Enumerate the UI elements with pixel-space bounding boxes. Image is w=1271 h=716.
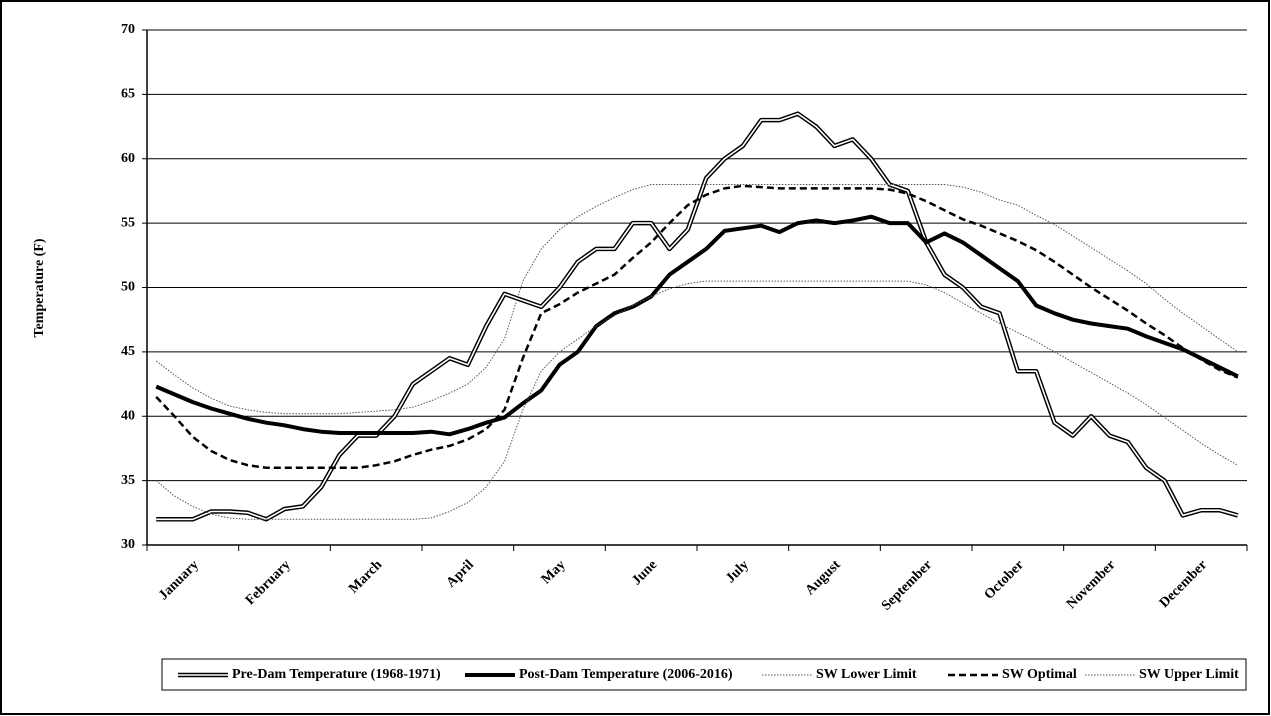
y-tick-label: 30 [121, 537, 135, 552]
y-tick-label: 70 [121, 22, 135, 37]
legend-box [161, 658, 1247, 691]
y-axis-label: Temperature (F) [32, 238, 47, 337]
legend-label: SW Lower Limit [816, 667, 917, 682]
legend-label: SW Upper Limit [1139, 667, 1239, 682]
y-tick-label: 65 [121, 87, 135, 102]
legend-label: SW Optimal [1002, 667, 1077, 682]
y-tick-label: 45 [121, 344, 135, 359]
legend-label: Pre-Dam Temperature (1968-1971) [232, 667, 441, 682]
y-tick-label: 40 [121, 408, 135, 423]
line-inner [156, 112, 1239, 521]
y-tick-label: 55 [121, 215, 135, 230]
y-tick-label: 60 [121, 151, 135, 166]
line [155, 280, 1239, 520]
line [155, 214, 1239, 437]
line [155, 184, 1239, 470]
y-tick-label: 35 [121, 473, 135, 488]
y-tick-label: 50 [121, 280, 135, 295]
legend-label: Post-Dam Temperature (2006-2016) [519, 667, 733, 682]
